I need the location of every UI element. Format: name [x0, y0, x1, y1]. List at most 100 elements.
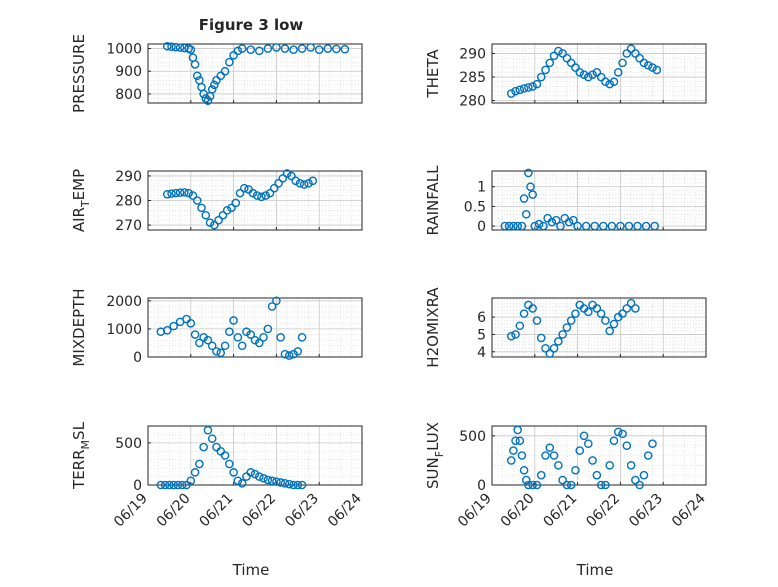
axes-frame — [491, 43, 707, 104]
data-point — [263, 44, 273, 53]
y-tick-label: 500 — [115, 436, 142, 452]
data-point — [216, 348, 226, 358]
data-point — [511, 436, 520, 446]
y-tick-label: 5 — [477, 327, 486, 343]
data-point — [609, 319, 619, 329]
data-point — [598, 221, 608, 231]
x-tick-label: 06/19 — [111, 491, 151, 531]
data-point — [613, 68, 623, 77]
data-point — [541, 344, 550, 353]
plot-area — [492, 426, 706, 485]
panel-6: 0 500 06/19 06/20 06/21 06/22 06/23 06/24 TERRMS… — [70, 421, 365, 530]
panel-3: 0 0.5 1 RAINFALL — [424, 165, 707, 236]
data-point — [526, 182, 535, 192]
data-point — [549, 51, 559, 61]
data-point — [169, 480, 178, 490]
data-point — [237, 479, 247, 488]
data-point — [626, 44, 636, 54]
data-point — [511, 86, 520, 96]
axes-frame — [491, 425, 707, 486]
data-point — [207, 434, 217, 443]
data-point — [618, 309, 627, 318]
data-point — [246, 45, 256, 54]
data-point — [549, 344, 559, 353]
data-point — [252, 191, 262, 200]
data-point — [605, 461, 615, 470]
y-axis-label: AIRTEMP — [70, 169, 92, 232]
data-point — [524, 480, 533, 490]
data-point — [261, 191, 271, 200]
data-point — [297, 480, 307, 490]
x-tick-label: 06/21 — [541, 491, 581, 531]
data-point — [545, 349, 555, 358]
y-label-main: RAINFALL — [424, 165, 442, 236]
data-point — [205, 218, 215, 227]
data-point — [188, 191, 198, 200]
data-point — [575, 68, 585, 77]
panel-2: 270 280 290 AIRTEMP — [70, 169, 363, 234]
data-point — [250, 469, 260, 479]
data-point — [265, 188, 275, 198]
data-point — [613, 427, 623, 437]
data-point — [530, 221, 540, 231]
y-label-main: H2OMIXRA — [424, 287, 442, 368]
data-point — [521, 209, 531, 219]
data-point — [633, 221, 642, 231]
data-point — [643, 60, 653, 70]
data-point — [536, 72, 546, 82]
x-tick-label: 06/20 — [154, 491, 194, 531]
plot-area — [148, 426, 362, 485]
data-point — [573, 221, 582, 231]
data-point — [323, 44, 333, 53]
data-point — [562, 480, 572, 490]
y-label-sub: T — [79, 200, 92, 208]
data-point — [515, 436, 525, 446]
data-point — [192, 196, 202, 205]
data-point — [541, 65, 550, 75]
y-tick-label: 6 — [477, 310, 486, 326]
data-point — [190, 468, 200, 477]
data-point — [229, 51, 238, 60]
data-point — [616, 221, 625, 231]
data-point — [199, 442, 208, 452]
data-point — [218, 210, 228, 220]
data-point — [584, 307, 593, 317]
data-point — [207, 341, 217, 351]
data-point — [254, 46, 264, 56]
data-point — [276, 333, 285, 342]
data-point — [566, 480, 576, 490]
y-tick-label: 290 — [459, 46, 486, 62]
panel-5: 4 56 H2OMIXRA — [424, 287, 707, 368]
data-point — [528, 480, 537, 490]
data-point — [601, 480, 610, 490]
x-tick-label: 06/24 — [325, 490, 365, 530]
data-point — [558, 330, 567, 339]
data-point — [639, 470, 649, 480]
data-point — [515, 321, 525, 331]
data-point — [289, 45, 298, 54]
y-tick-label: 1000 — [106, 322, 142, 338]
data-point — [575, 446, 585, 455]
y-label-sub: M — [79, 440, 92, 450]
data-point — [588, 70, 597, 79]
data-point — [596, 72, 606, 82]
data-point — [239, 183, 249, 193]
data-point — [539, 221, 548, 231]
data-point — [297, 44, 307, 53]
data-point — [212, 347, 221, 356]
data-point — [569, 215, 578, 225]
data-point — [280, 349, 290, 359]
data-point — [605, 79, 615, 89]
data-point — [554, 337, 563, 346]
data-point — [237, 44, 247, 53]
y-axis-label: RAINFALL — [424, 165, 442, 236]
data-point — [186, 476, 196, 486]
data-point — [648, 439, 657, 449]
y-tick-label: 0.5 — [464, 199, 486, 215]
data-point — [631, 304, 640, 313]
data-point — [622, 49, 632, 58]
data-point — [169, 321, 178, 331]
data-point — [564, 217, 574, 227]
data-point — [299, 180, 309, 189]
y-label-sub: F — [433, 451, 446, 457]
